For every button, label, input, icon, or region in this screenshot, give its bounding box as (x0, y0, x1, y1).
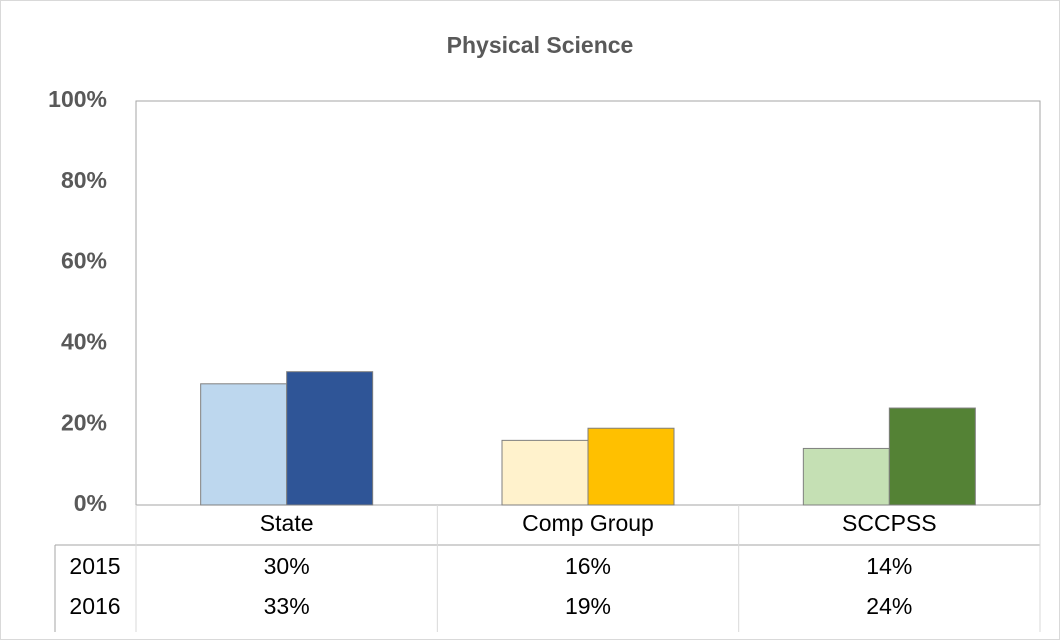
y-tick-label: 60% (61, 248, 107, 274)
y-tick-label: 40% (61, 328, 107, 354)
bar (200, 383, 288, 506)
y-tick-label: 80% (61, 167, 107, 193)
table-value: 33% (264, 593, 310, 619)
y-tick-label: 100% (48, 86, 107, 112)
table-value: 14% (866, 553, 912, 579)
bar (587, 427, 675, 506)
bar (802, 447, 890, 506)
table-value: 24% (866, 593, 912, 619)
x-tick-label: SCCPSS (842, 510, 937, 536)
y-tick-label: 0% (74, 490, 107, 516)
legend-label: 2016 (69, 593, 120, 619)
x-tick-label: State (260, 510, 314, 536)
table-value: 30% (264, 553, 310, 579)
bar (501, 439, 589, 506)
chart-title: Physical Science (447, 32, 634, 58)
legend-label: 2015 (69, 553, 120, 579)
table-value: 16% (565, 553, 611, 579)
y-tick-label: 20% (61, 409, 107, 435)
x-tick-label: Comp Group (522, 510, 654, 536)
bar (888, 407, 976, 506)
table-value: 19% (565, 593, 611, 619)
bar (286, 371, 374, 506)
